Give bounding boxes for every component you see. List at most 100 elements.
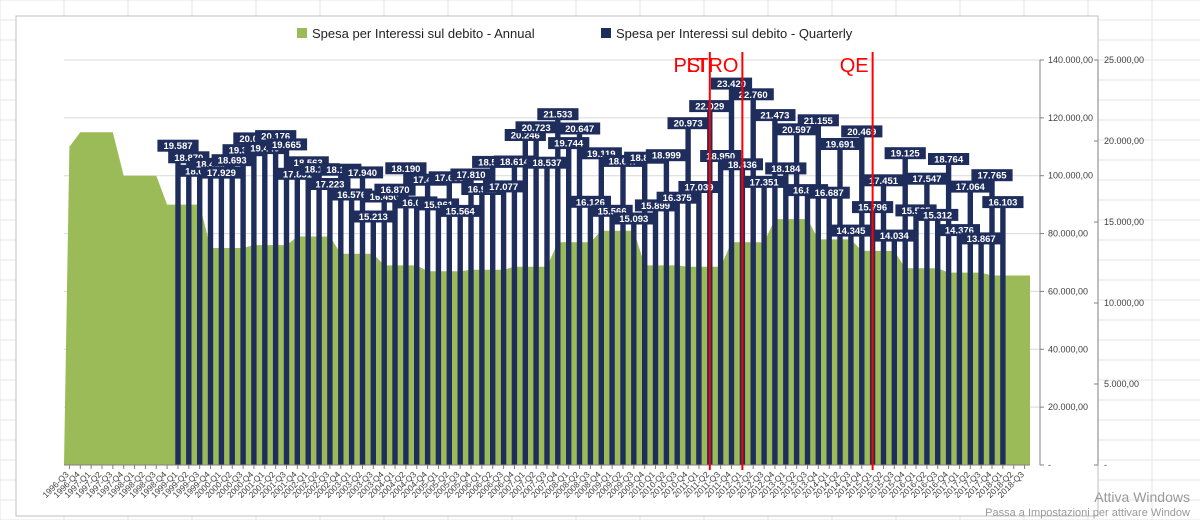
quarterly-data-label: 14.034 <box>880 231 910 242</box>
quarterly-data-label: 18.184 <box>771 164 801 175</box>
quarterly-data-label: 18.999 <box>652 151 681 162</box>
quarterly-bar <box>229 162 235 465</box>
quarterly-data-label: 19.744 <box>554 139 584 150</box>
quarterly-data-label: 20.036 <box>239 134 268 145</box>
quarterly-data-label: 18.460 <box>196 159 225 170</box>
quarterly-bar <box>359 174 366 465</box>
quarterly-data-label-box <box>743 175 785 188</box>
event-marker-label: QE <box>840 55 869 77</box>
quarterly-data-label: 18.845 <box>630 153 660 164</box>
quarterly-data-label-box <box>548 137 590 150</box>
quarterly-bar <box>555 116 561 465</box>
quarterly-data-label: 17.638 <box>435 173 464 184</box>
quarterly-data-label: 15.899 <box>641 201 670 212</box>
quarterly-data-label: 18.106 <box>326 165 355 176</box>
quarterly-data-label: 22.760 <box>739 90 768 101</box>
secondary-axis-tick-label: - <box>1104 460 1107 470</box>
quarterly-data-label: 18.647 <box>608 156 637 167</box>
secondary-axis-tick-label: 15.000,00 <box>1104 217 1144 227</box>
quarterly-data-label: 17.064 <box>956 182 986 193</box>
quarterly-data-label-box <box>830 224 872 237</box>
quarterly-bar <box>305 164 311 466</box>
quarterly-bar <box>283 146 290 465</box>
quarterly-data-label: 20.973 <box>674 119 703 130</box>
quarterly-bar <box>956 232 963 465</box>
quarterly-data-label-box <box>906 172 948 185</box>
event-marker-label: LTRO <box>687 55 739 77</box>
quarterly-bar <box>403 170 409 466</box>
quarterly-data-label-box <box>374 183 416 196</box>
quarterly-data-label: 21.473 <box>760 111 789 122</box>
quarterly-data-label-box <box>797 114 839 127</box>
quarterly-data-label-box <box>211 154 253 167</box>
quarterly-data-label: 16.375 <box>663 193 693 204</box>
quarterly-bar <box>566 145 572 465</box>
quarterly-bar <box>294 175 300 466</box>
quarterly-bar <box>642 159 648 465</box>
windows-activation-title: Attiva Windows <box>1094 489 1190 505</box>
quarterly-data-label-box <box>559 122 601 135</box>
quarterly-data-label-box <box>808 186 850 199</box>
quarterly-bar <box>186 159 192 466</box>
quarterly-bar <box>772 117 778 465</box>
quarterly-data-label: 17.488 <box>413 175 442 186</box>
quarterly-bar <box>652 207 659 465</box>
quarterly-bar <box>935 216 941 465</box>
quarterly-data-label: 21.533 <box>543 110 572 121</box>
quarterly-bar <box>511 163 518 465</box>
quarterly-bar <box>978 240 984 465</box>
quarterly-bar <box>945 161 952 465</box>
quarterly-data-label-box <box>200 166 242 179</box>
quarterly-data-label: 17.810 <box>456 170 485 181</box>
quarterly-data-label-box <box>157 139 199 152</box>
quarterly-bar <box>576 130 583 465</box>
quarterly-bar <box>338 171 344 465</box>
quarterly-data-label: 16.450 <box>370 192 399 203</box>
primary-axis-tick-label: - <box>1048 460 1051 470</box>
quarterly-bar <box>197 172 203 466</box>
quarterly-data-label-box <box>819 138 861 150</box>
quarterly-bar <box>685 125 691 465</box>
primary-axis-tick-label: 60.000,00 <box>1048 286 1088 296</box>
primary-axis-tick-label: 80.000,00 <box>1048 229 1088 239</box>
quarterly-bar <box>848 232 854 465</box>
quarterly-data-label: 18.693 <box>218 156 247 167</box>
quarterly-data-label: 19.691 <box>826 140 856 151</box>
quarterly-bar <box>327 186 333 465</box>
legend-label-quarterly: Spesa per Interessi sul debito - Quarter… <box>616 26 853 41</box>
quarterly-bar <box>457 212 463 465</box>
quarterly-bar <box>533 129 539 466</box>
quarterly-bar <box>468 176 474 465</box>
quarterly-bar <box>414 204 420 465</box>
quarterly-data-label-box <box>331 188 373 201</box>
quarterly-data-label: 17.547 <box>912 174 941 185</box>
quarterly-data-label: 17.765 <box>977 171 1007 182</box>
quarterly-data-label-box <box>982 196 1024 209</box>
quarterly-data-label-box <box>928 153 970 165</box>
quarterly-data-label: 16.576 <box>337 190 366 201</box>
quarterly-data-label-box <box>483 180 525 193</box>
quarterly-bar <box>381 198 387 465</box>
quarterly-data-label-box <box>765 162 807 175</box>
quarterly-bar <box>663 157 670 465</box>
quarterly-data-label: 15.566 <box>598 206 627 217</box>
quarterly-data-label-box <box>450 168 492 181</box>
quarterly-bar <box>544 164 550 465</box>
quarterly-data-label-box <box>439 204 481 217</box>
quarterly-data-label: 16.126 <box>576 197 605 208</box>
quarterly-data-label-box <box>265 138 308 151</box>
quarterly-bar <box>316 171 322 465</box>
quarterly-bar <box>207 165 214 465</box>
quarterly-bar <box>728 85 735 465</box>
quarterly-data-label: 17.451 <box>869 176 899 187</box>
quarterly-bar <box>826 194 832 465</box>
quarterly-bar <box>804 192 811 465</box>
quarterly-bar <box>815 122 821 466</box>
quarterly-bar <box>522 137 528 465</box>
quarterly-data-label: 20.176 <box>261 132 290 143</box>
primary-axis-tick-label: 20.000,00 <box>1048 402 1088 412</box>
quarterly-data-label: 13.867 <box>967 234 996 245</box>
quarterly-data-label: 18.764 <box>934 155 964 166</box>
quarterly-bar <box>620 162 626 465</box>
